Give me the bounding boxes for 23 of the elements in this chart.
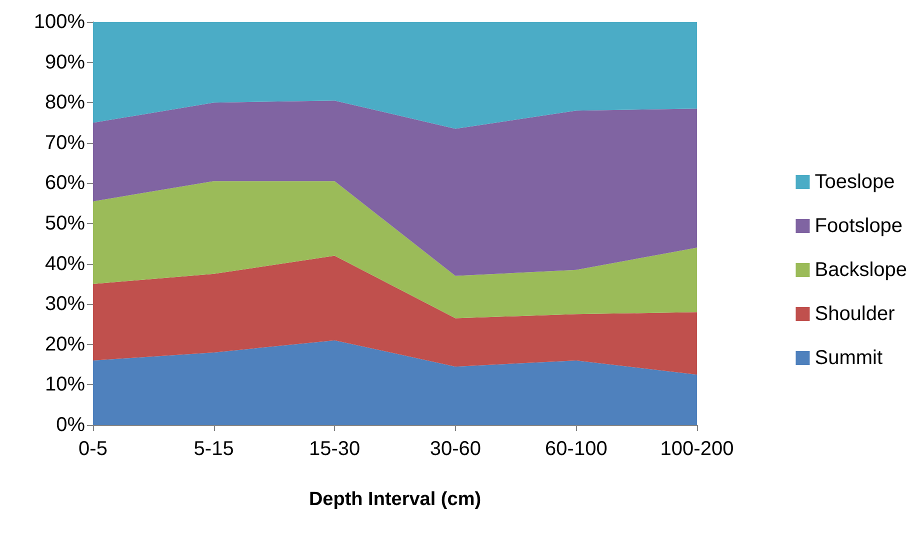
- y-tick-label: 100%: [34, 11, 86, 33]
- x-tick-label: 100-200: [660, 438, 734, 460]
- x-tick-label: 0-5: [78, 438, 108, 460]
- y-tick-label: 50%: [44, 212, 86, 234]
- y-tick-label: 90%: [44, 51, 86, 74]
- y-tick-label: 20%: [44, 333, 86, 356]
- legend-label: Shoulder: [814, 303, 896, 325]
- x-tick-label: 30-60: [430, 438, 481, 460]
- legend-label: Summit: [814, 347, 883, 369]
- y-tick-label: 40%: [44, 252, 86, 275]
- y-tick-label: 0%: [56, 414, 86, 436]
- y-tick-label: 80%: [44, 92, 86, 114]
- legend-label: Backslope: [814, 259, 908, 281]
- x-tick-label: 60-100: [545, 438, 608, 460]
- x-tick-label: 5-15: [194, 438, 234, 460]
- y-tick-label: 10%: [44, 374, 86, 396]
- x-tick-label: 15-30: [309, 438, 360, 460]
- y-tick-label: 30%: [44, 293, 86, 316]
- y-tick-label: 70%: [44, 132, 86, 154]
- y-tick-label: 60%: [44, 172, 86, 194]
- legend-label: Footslope: [814, 215, 903, 237]
- x-axis-title: Depth Interval (cm): [308, 489, 482, 510]
- legend-label: Toeslope: [814, 171, 895, 193]
